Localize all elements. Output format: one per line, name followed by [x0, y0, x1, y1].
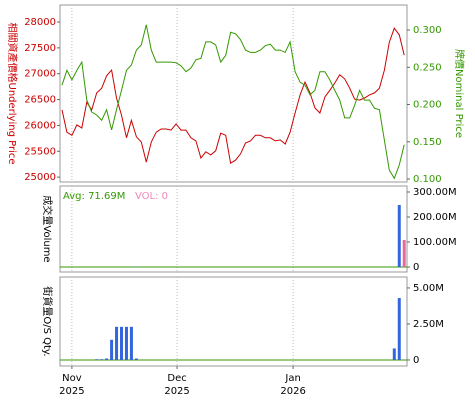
y-axis-label: 相關資產價格Underlying Price: [6, 22, 19, 164]
bar: [397, 298, 401, 360]
bar: [115, 326, 119, 360]
y-tick-label: 28000: [24, 17, 56, 28]
y-tick-label: 0: [413, 262, 419, 273]
y-tick-label: 25000: [24, 172, 56, 183]
bar: [124, 326, 128, 360]
y-tick-label: 25500: [24, 146, 56, 157]
bar: [402, 240, 406, 267]
y2-axis-label: 牌價Nominal Price: [453, 49, 466, 138]
bar: [95, 359, 99, 360]
price-line: [61, 24, 405, 180]
y-tick-label: 26000: [24, 120, 56, 131]
bar: [100, 359, 104, 360]
y-tick-label: 300.00M: [413, 187, 457, 198]
y-tick-label: 0.100: [413, 174, 442, 185]
bar: [129, 326, 133, 360]
legend-text: VOL: 0: [135, 191, 168, 202]
bar: [110, 339, 114, 360]
y-tick-label: 27000: [24, 69, 56, 80]
bar: [105, 358, 109, 360]
x-tick-label: Dec: [167, 373, 186, 384]
price-line: [61, 27, 405, 165]
y-tick-label: 0.150: [413, 137, 442, 148]
y-tick-label: 26500: [24, 95, 56, 106]
x-tick-label: Nov: [62, 373, 82, 384]
y-tick-label: 200.00M: [413, 212, 457, 223]
y-axis-label: 街貨量O/S Qty.: [41, 286, 54, 356]
x-tick-label: Jan: [284, 373, 300, 384]
panel-frame: [59, 185, 408, 273]
x-tick-year: 2026: [280, 386, 305, 397]
legend-text: Avg: 71.69M: [63, 191, 125, 202]
bar: [134, 358, 138, 360]
y-tick-label: 27500: [24, 43, 56, 54]
bar: [134, 266, 138, 267]
bar: [392, 348, 396, 360]
panel-frame: [59, 276, 408, 367]
y-tick-label: 0: [413, 355, 419, 366]
y-tick-label: 100.00M: [413, 237, 457, 248]
y-axis-label: 成交量Volume: [41, 195, 54, 262]
y-tick-label: 2.50M: [413, 319, 444, 330]
bar: [397, 205, 401, 267]
x-tick-year: 2025: [164, 386, 189, 397]
y-tick-label: 0.300: [413, 25, 442, 36]
y-tick-label: 5.00M: [413, 283, 444, 294]
panel-frame: [59, 4, 408, 183]
x-tick-year: 2025: [59, 386, 84, 397]
y-tick-label: 0.250: [413, 62, 442, 73]
bar: [120, 326, 124, 360]
y-tick-label: 0.200: [413, 100, 442, 111]
